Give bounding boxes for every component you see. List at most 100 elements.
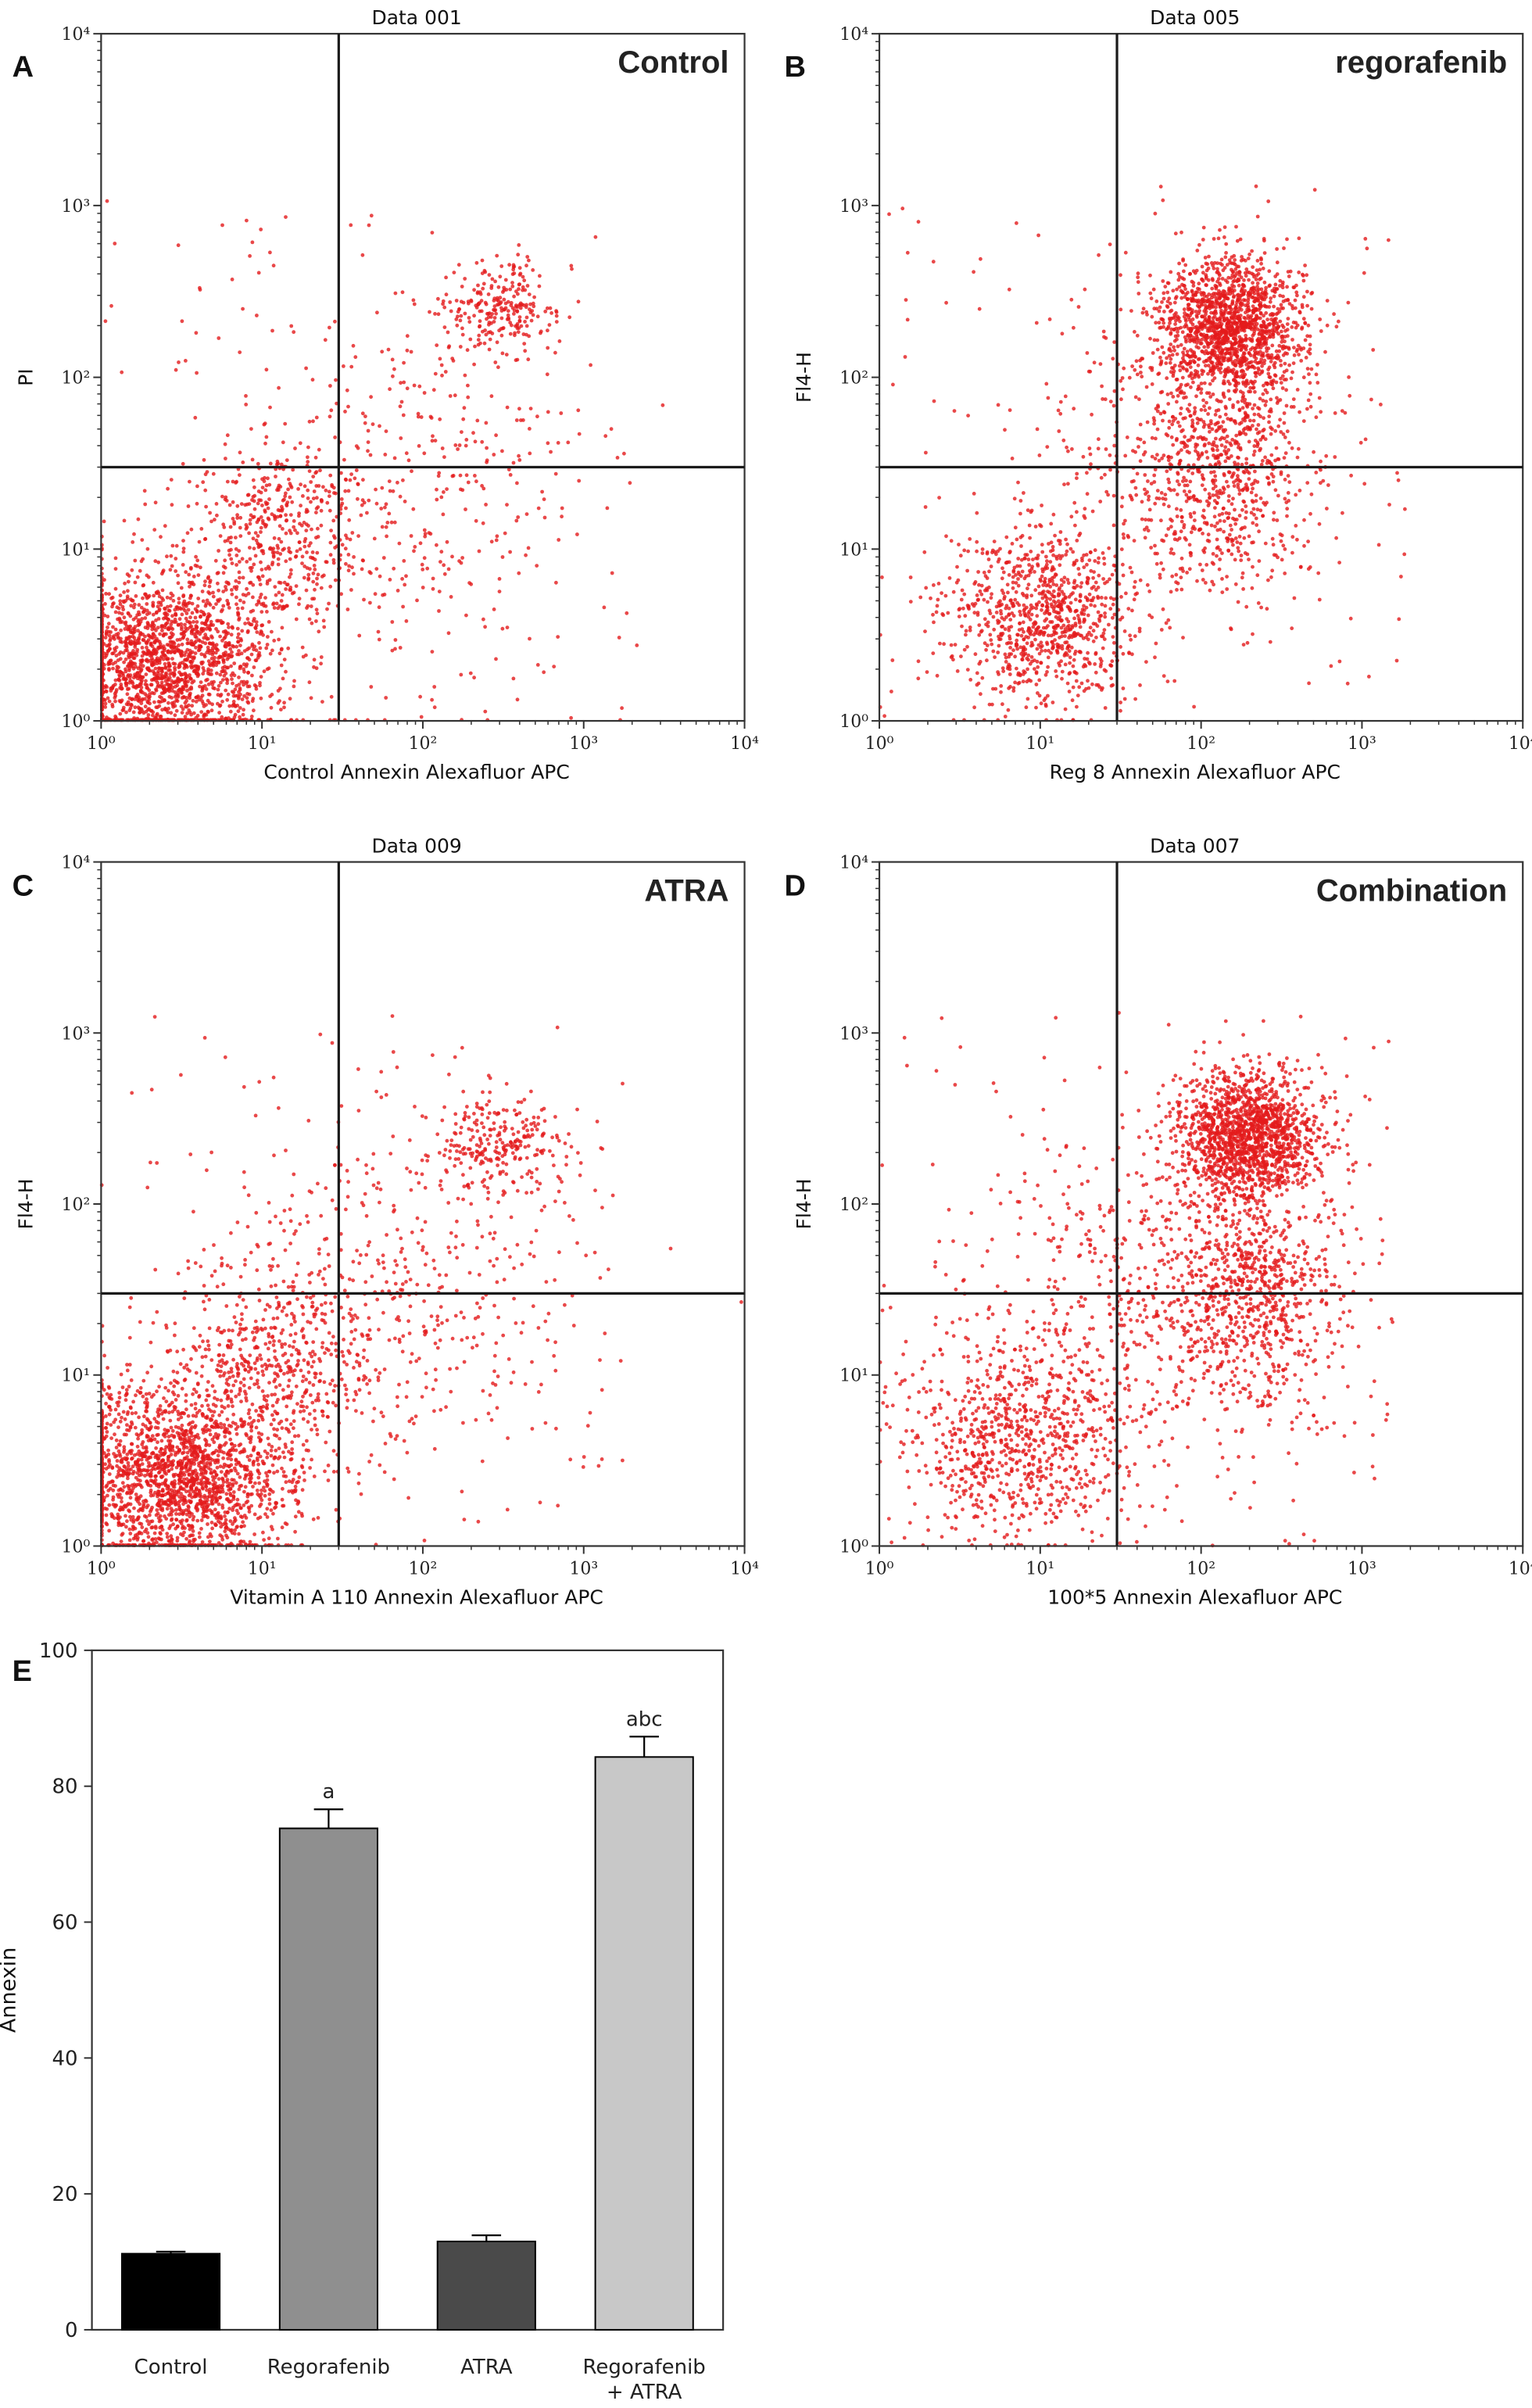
data-point (481, 286, 485, 291)
data-point (256, 517, 261, 521)
data-point (299, 482, 302, 487)
data-point (531, 268, 535, 272)
data-point (216, 571, 220, 575)
data-point (209, 657, 214, 661)
data-point (402, 360, 406, 365)
data-point (1065, 647, 1069, 650)
data-point (205, 598, 209, 603)
data-point (184, 604, 188, 608)
data-point (214, 627, 218, 631)
data-point (1014, 643, 1018, 648)
data-point (443, 370, 448, 374)
data-point (348, 478, 353, 482)
data-point (158, 632, 163, 636)
data-point (297, 597, 302, 601)
data-point (180, 625, 184, 629)
data-point (972, 705, 976, 710)
data-point (149, 683, 154, 687)
data-point (1071, 664, 1076, 668)
data-point (248, 557, 252, 561)
data-point (140, 538, 145, 542)
data-point (510, 284, 515, 288)
data-point (505, 405, 510, 410)
data-point (259, 525, 263, 530)
data-point (179, 586, 184, 590)
data-point (560, 506, 564, 511)
data-point (941, 613, 946, 618)
data-point (1064, 553, 1068, 557)
data-point (1089, 603, 1094, 607)
data-point (517, 407, 521, 411)
data-point (1025, 641, 1029, 646)
data-point (1121, 562, 1125, 567)
data-point (139, 701, 144, 705)
data-point (1129, 309, 1133, 313)
data-point (1242, 278, 1246, 282)
data-point (464, 443, 468, 448)
data-point (1003, 652, 1008, 657)
data-point (1053, 638, 1057, 642)
data-point (1004, 655, 1008, 660)
data-point (238, 706, 242, 710)
data-point (450, 474, 455, 478)
data-point (1261, 392, 1265, 396)
data-point (459, 672, 464, 677)
data-point (1042, 698, 1047, 703)
data-point (288, 557, 292, 561)
data-point (532, 295, 536, 299)
data-point (1255, 274, 1259, 278)
data-point (187, 572, 192, 577)
data-point (208, 672, 212, 676)
data-point (110, 702, 115, 707)
data-point (185, 637, 190, 642)
data-point (299, 523, 304, 528)
data-point (492, 296, 497, 301)
data-point (245, 662, 249, 666)
data-point (1040, 574, 1044, 579)
data-point (170, 627, 175, 631)
data-point (283, 421, 288, 426)
data-point (1107, 622, 1111, 627)
data-point (487, 322, 491, 327)
data-point (107, 699, 112, 704)
data-point (297, 602, 301, 607)
data-point (1068, 661, 1072, 665)
data-point (225, 697, 230, 702)
data-point (313, 471, 318, 475)
data-point (329, 529, 333, 532)
data-point (517, 243, 521, 247)
data-point (240, 697, 245, 701)
data-point (184, 570, 188, 575)
data-point (195, 620, 199, 624)
data-point (149, 643, 153, 647)
data-point (111, 666, 115, 671)
data-point (1034, 683, 1039, 686)
data-point (163, 661, 167, 666)
data-point (1051, 553, 1055, 557)
data-point (1016, 583, 1021, 588)
data-point (457, 443, 462, 447)
data-point (1075, 539, 1079, 543)
data-point (1190, 288, 1194, 293)
data-point (547, 323, 552, 327)
data-point (554, 310, 559, 314)
data-point (570, 267, 574, 271)
data-point (1127, 650, 1131, 655)
data-point (1091, 639, 1096, 643)
data-point (359, 513, 363, 518)
data-point (576, 299, 581, 304)
data-point (997, 557, 1001, 561)
data-point (264, 483, 269, 488)
data-point (193, 615, 198, 620)
data-point (137, 603, 141, 607)
data-point (1207, 254, 1211, 259)
data-point (500, 351, 505, 356)
data-point (236, 611, 241, 616)
data-point (118, 602, 123, 607)
data-point (292, 679, 296, 683)
data-point (221, 589, 226, 593)
data-point (264, 646, 269, 650)
data-point (232, 520, 236, 524)
data-point (225, 681, 229, 686)
data-point (189, 565, 193, 570)
